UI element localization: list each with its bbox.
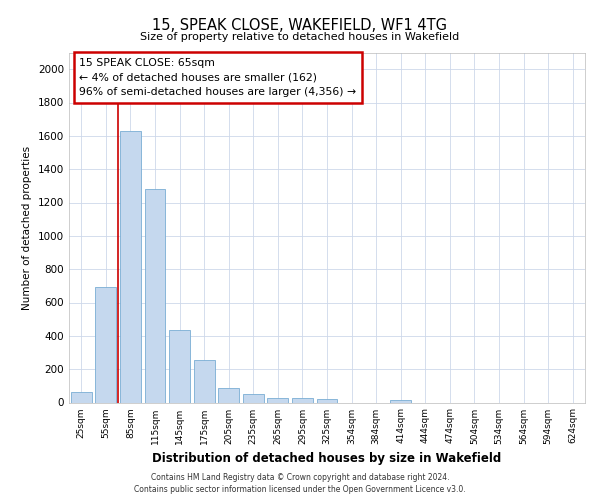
Bar: [194, 360, 215, 403]
Bar: [120, 131, 141, 402]
Bar: [268, 398, 289, 402]
Text: 15 SPEAK CLOSE: 65sqm
← 4% of detached houses are smaller (162)
96% of semi-deta: 15 SPEAK CLOSE: 65sqm ← 4% of detached h…: [79, 58, 356, 98]
Bar: [145, 189, 166, 402]
Bar: [95, 286, 116, 403]
Text: 15, SPEAK CLOSE, WAKEFIELD, WF1 4TG: 15, SPEAK CLOSE, WAKEFIELD, WF1 4TG: [152, 18, 448, 33]
Bar: [169, 330, 190, 402]
Y-axis label: Number of detached properties: Number of detached properties: [22, 146, 32, 310]
Bar: [243, 394, 264, 402]
Text: Contains HM Land Registry data © Crown copyright and database right 2024.
Contai: Contains HM Land Registry data © Crown c…: [134, 473, 466, 494]
Bar: [218, 388, 239, 402]
Bar: [390, 400, 411, 402]
Bar: [317, 399, 337, 402]
Bar: [71, 392, 92, 402]
Bar: [292, 398, 313, 402]
X-axis label: Distribution of detached houses by size in Wakefield: Distribution of detached houses by size …: [152, 452, 502, 465]
Text: Size of property relative to detached houses in Wakefield: Size of property relative to detached ho…: [140, 32, 460, 42]
